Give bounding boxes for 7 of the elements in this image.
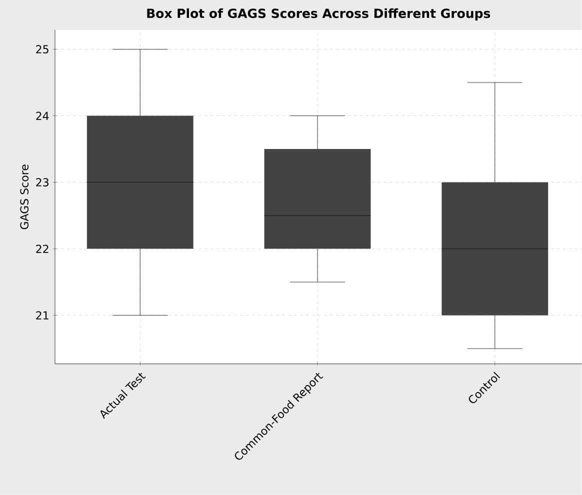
- y-tick-label: 25: [36, 45, 48, 54]
- y-tick-label: 23: [36, 178, 48, 187]
- y-tick-label: 22: [36, 244, 48, 253]
- y-tick-label: 24: [36, 112, 49, 120]
- y-tick-label: 21: [36, 311, 48, 320]
- y-axis-title: GAGS Score: [20, 164, 29, 230]
- chart-title: Box Plot of GAGS Scores Across Different Groups: [147, 8, 490, 21]
